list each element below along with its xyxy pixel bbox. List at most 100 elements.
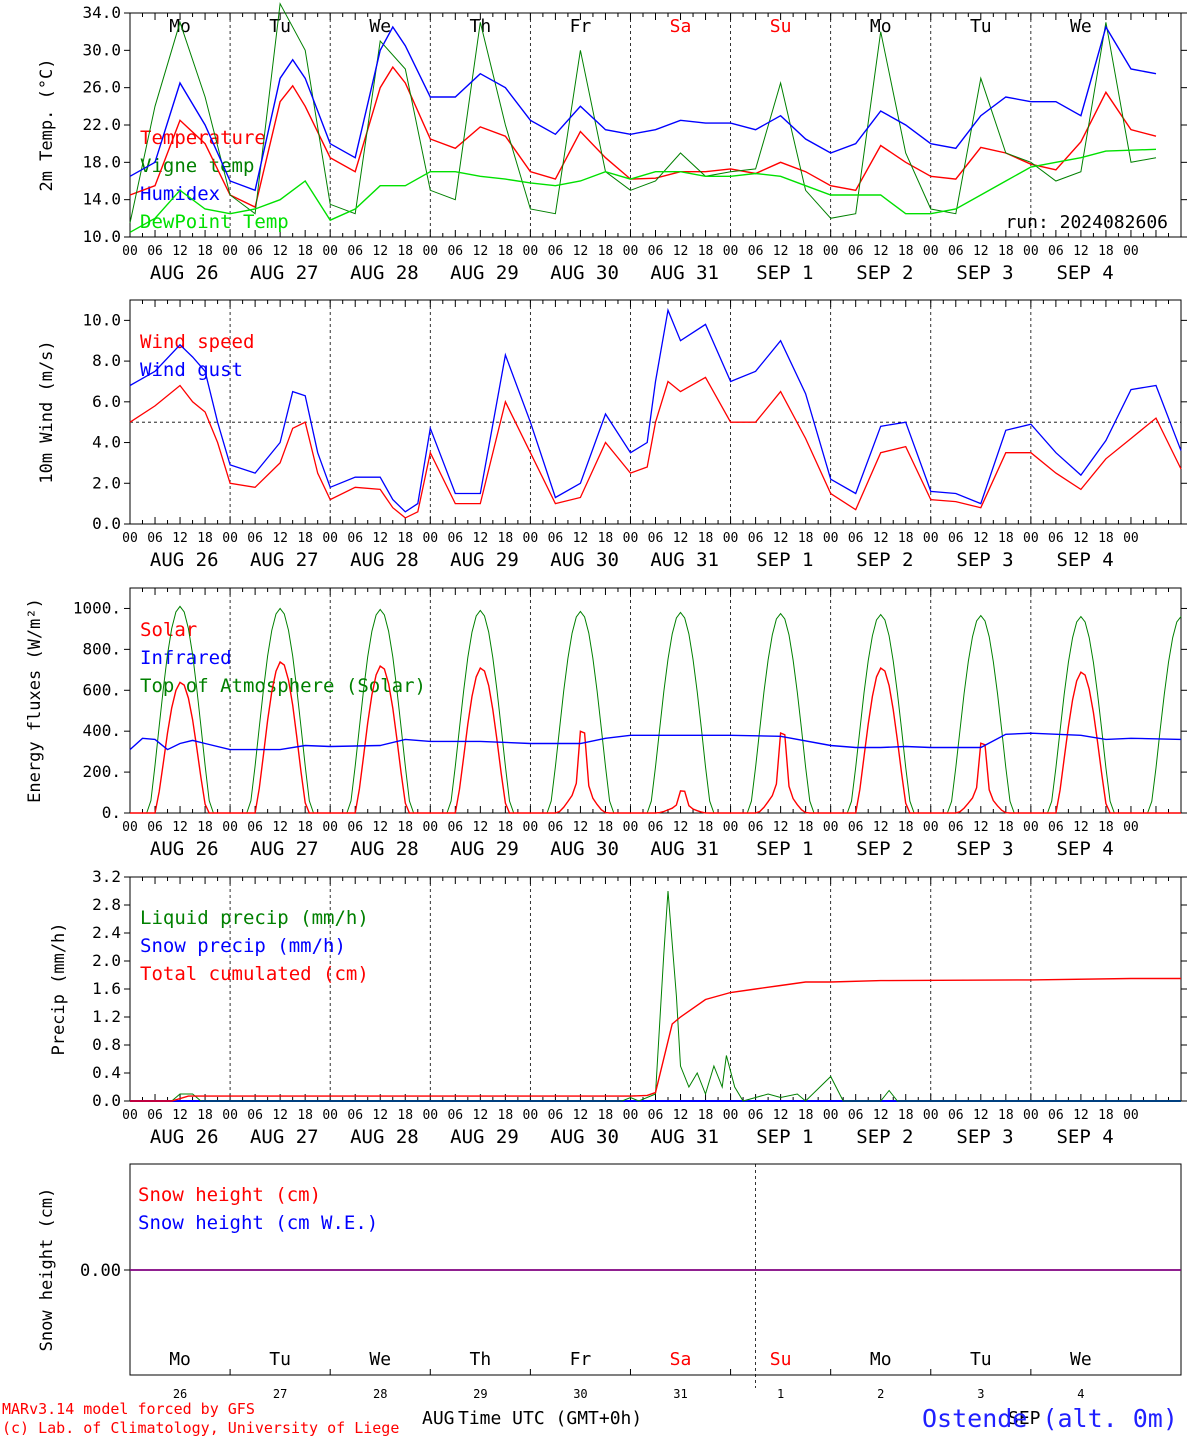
hour-tick-label: 00: [122, 820, 138, 835]
hour-tick-label: 12: [873, 820, 889, 835]
series-line-wind-speed: [129, 376, 1182, 519]
hour-tick-label: 12: [473, 1108, 489, 1123]
hour-tick-label: 06: [748, 531, 764, 546]
date-label: SEP 2: [856, 1126, 913, 1148]
hour-tick-label: 18: [1098, 531, 1114, 546]
y-axis-title: 10m Wind (m/s): [37, 340, 57, 483]
weekday-label: Tu: [970, 16, 992, 37]
panel-frame: [129, 587, 1182, 814]
y-tick-label: 3.2: [92, 867, 121, 886]
date-label: SEP 1: [756, 838, 813, 860]
hour-tick-label: 12: [372, 820, 388, 835]
series-line-humidex: [129, 25, 1157, 192]
hour-tick-label: 18: [1098, 244, 1114, 259]
hour-tick-label: 06: [147, 820, 163, 835]
hour-tick-label: 06: [548, 244, 564, 259]
hour-tick-label: 18: [998, 531, 1014, 546]
y-axis-title: Precip (mm/h): [49, 922, 69, 1055]
hour-tick-label: 18: [498, 531, 514, 546]
hour-tick-label: 12: [773, 244, 789, 259]
hour-tick-label: 00: [1123, 820, 1139, 835]
y-tick-label: 22.0: [82, 115, 121, 134]
date-label: AUG 28: [350, 549, 419, 571]
hour-tick-label: 12: [773, 820, 789, 835]
hour-tick-label: 00: [523, 531, 539, 546]
hour-tick-label: 00: [523, 820, 539, 835]
legend-entry: Infrared: [140, 647, 232, 669]
hour-tick-label: 00: [523, 1108, 539, 1123]
y-tick-label: 30.0: [82, 40, 121, 59]
hour-tick-label: 06: [548, 1108, 564, 1123]
hour-tick-label: 00: [1023, 820, 1039, 835]
weekday-label: Sa: [670, 1349, 692, 1370]
hour-tick-label: 12: [172, 531, 188, 546]
hour-tick-label: 18: [598, 244, 614, 259]
date-label: AUG 28: [350, 1126, 419, 1148]
hour-tick-label: 06: [648, 1108, 664, 1123]
hour-tick-label: 12: [773, 1108, 789, 1123]
hour-tick-label: 00: [1123, 244, 1139, 259]
hour-tick-label: 18: [698, 244, 714, 259]
day-number-label: 28: [373, 1387, 387, 1401]
date-label: AUG 28: [350, 262, 419, 284]
hour-tick-label: 00: [222, 1108, 238, 1123]
date-label: SEP 2: [856, 549, 913, 571]
hour-tick-label: 00: [823, 1108, 839, 1123]
hour-tick-label: 06: [147, 1108, 163, 1123]
hour-tick-label: 00: [623, 820, 639, 835]
date-label: AUG 28: [350, 838, 419, 860]
hour-tick-label: 18: [197, 244, 213, 259]
hour-tick-label: 00: [923, 244, 939, 259]
weekday-label: Su: [770, 16, 792, 37]
hour-tick-label: 06: [748, 1108, 764, 1123]
y-tick-label: 2.0: [92, 473, 121, 492]
hour-tick-label: 00: [222, 820, 238, 835]
hour-tick-label: 12: [673, 244, 689, 259]
weekday-label: We: [1070, 16, 1092, 37]
y-tick-label: 0.: [102, 803, 121, 822]
date-label: AUG 30: [550, 549, 619, 571]
hour-tick-label: 18: [998, 244, 1014, 259]
hour-tick-label: 12: [573, 244, 589, 259]
hour-tick-label: 18: [598, 1108, 614, 1123]
day-number-label: 26: [173, 1387, 187, 1401]
hour-tick-label: 18: [998, 1108, 1014, 1123]
hour-tick-label: 18: [397, 820, 413, 835]
series-line-liquid-precip: [130, 890, 1181, 1102]
hour-tick-label: 18: [798, 820, 814, 835]
y-tick-label: 4.0: [92, 433, 121, 452]
hour-tick-label: 12: [773, 531, 789, 546]
hour-tick-label: 00: [1023, 531, 1039, 546]
hour-tick-label: 18: [1098, 820, 1114, 835]
series-line-temperature: [129, 65, 1157, 209]
series-line-wind-gust: [129, 307, 1182, 513]
weekday-label: Tu: [970, 1349, 992, 1370]
hour-tick-label: 12: [1073, 244, 1089, 259]
hour-tick-label: 06: [548, 820, 564, 835]
y-tick-label: 26.0: [82, 78, 121, 97]
hour-tick-label: 18: [898, 1108, 914, 1123]
series-line-top-of-atmosphere: [130, 605, 1182, 814]
y-tick-label: 0.00: [80, 1261, 121, 1281]
hour-tick-label: 18: [498, 244, 514, 259]
hour-tick-label: 12: [272, 531, 288, 546]
series-line-infrared: [129, 732, 1182, 751]
hour-tick-label: 06: [648, 820, 664, 835]
hour-tick-label: 18: [598, 820, 614, 835]
hour-tick-label: 06: [948, 820, 964, 835]
hour-tick-label: 00: [422, 1108, 438, 1123]
day-number-label: 3: [977, 1387, 984, 1401]
hour-tick-label: 06: [347, 531, 363, 546]
hour-tick-label: 06: [648, 531, 664, 546]
hour-tick-label: 00: [623, 1108, 639, 1123]
y-tick-label: 200.: [82, 762, 121, 781]
hour-tick-label: 18: [498, 1108, 514, 1123]
hour-tick-label: 06: [247, 531, 263, 546]
day-number-label: 2: [877, 1387, 884, 1401]
weekday-label: Mo: [870, 16, 892, 37]
hour-tick-label: 12: [973, 1108, 989, 1123]
hour-tick-label: 00: [222, 531, 238, 546]
legend-entry: Temperature: [140, 127, 266, 149]
hour-tick-label: 12: [372, 1108, 388, 1123]
hour-tick-label: 06: [147, 531, 163, 546]
